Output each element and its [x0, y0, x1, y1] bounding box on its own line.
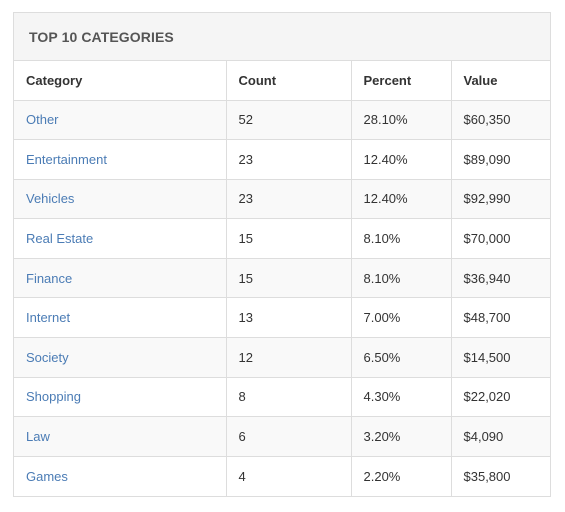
panel-title: TOP 10 CATEGORIES	[29, 28, 174, 45]
category-link[interactable]: Shopping	[26, 389, 81, 405]
category-link[interactable]: Internet	[26, 310, 71, 326]
category-link[interactable]: Games	[26, 468, 68, 484]
cell-category: Other	[14, 100, 227, 141]
top-categories-panel: TOP 10 CATEGORIES Category Count Percent…	[13, 12, 551, 497]
table-row: Shopping 8 4.30% $22,020	[14, 377, 550, 418]
categories-table: Category Count Percent Value Other 52 28.1…	[14, 61, 550, 496]
cell-category: Vehicles	[14, 179, 227, 220]
column-header-category: Category	[14, 61, 227, 101]
category-link[interactable]: Finance	[26, 270, 73, 286]
panel-heading: TOP 10 CATEGORIES	[14, 13, 550, 61]
cell-count: 13	[226, 297, 352, 339]
category-link[interactable]: Real Estate	[26, 231, 94, 247]
cell-count: 6	[226, 416, 352, 457]
cell-category: Real Estate	[14, 218, 227, 259]
cell-percent: 7.00%	[351, 297, 452, 339]
category-link[interactable]: Entertainment	[26, 151, 107, 167]
table-header: Category Count Percent Value	[14, 61, 550, 101]
cell-category: Society	[14, 337, 227, 378]
cell-count: 15	[226, 218, 352, 259]
cell-percent: 8.10%	[351, 218, 452, 259]
cell-percent: 8.10%	[351, 258, 452, 299]
table-row: Internet 13 7.00% $48,700	[14, 297, 550, 339]
cell-category: Law	[14, 416, 227, 457]
table-row: Entertainment 23 12.40% $89,090	[14, 139, 550, 180]
cell-count: 12	[226, 337, 352, 378]
table-row: Other 52 28.10% $60,350	[14, 100, 550, 141]
header-row: Category Count Percent Value	[14, 61, 550, 101]
cell-value: $36,940	[451, 258, 550, 299]
cell-value: $92,990	[451, 179, 550, 220]
cell-percent: 12.40%	[351, 179, 452, 220]
cell-value: $4,090	[451, 416, 550, 457]
cell-value: $89,090	[451, 139, 550, 180]
column-header-percent: Percent	[351, 61, 452, 101]
cell-category: Shopping	[14, 377, 227, 418]
table-row: Vehicles 23 12.40% $92,990	[14, 179, 550, 220]
cell-count: 23	[226, 179, 352, 220]
table-body: Other 52 28.10% $60,350 Entertainment 23 12.40…	[14, 100, 550, 496]
cell-value: $35,800	[463, 468, 511, 484]
cell-count: 15	[226, 258, 352, 299]
cell-count: 23	[226, 139, 352, 180]
column-header-value: Value	[451, 61, 550, 101]
category-link[interactable]: Other	[26, 112, 59, 128]
cell-category: Entertainment	[14, 139, 227, 180]
cell-category: Internet	[14, 297, 227, 339]
cell-category: Games	[14, 456, 227, 496]
cell-count: 8	[226, 377, 352, 418]
cell-count: 4	[226, 456, 352, 496]
cell-percent: 12.40%	[351, 139, 452, 180]
cell-percent: 4.30%	[351, 377, 452, 418]
cell-value: $48,700	[451, 297, 550, 339]
table-row: Finance 15 8.10% $36,940	[14, 258, 550, 299]
cell-percent: 2.20%	[351, 456, 452, 496]
table-row: Games 4 2.20% $35,800	[14, 456, 550, 496]
table-row: Law 6 3.20% $4,090	[14, 416, 550, 457]
category-link[interactable]: Society	[26, 349, 69, 365]
cell-count: 52	[226, 100, 352, 141]
category-link[interactable]: Vehicles	[26, 191, 75, 207]
cell-value: $60,350	[451, 100, 550, 141]
cell-value: $14,500	[451, 337, 550, 378]
table-row: Society 12 6.50% $14,500	[14, 337, 550, 378]
table-row: Real Estate 15 8.10% $70,000	[14, 218, 550, 259]
cell-value: $70,000	[451, 218, 550, 259]
cell-percent: 6.50%	[351, 337, 452, 378]
category-link[interactable]: Law	[26, 429, 50, 445]
cell-percent: 3.20%	[351, 416, 452, 457]
cell-percent: 28.10%	[351, 100, 452, 141]
column-header-count: Count	[226, 61, 352, 101]
cell-category: Finance	[14, 258, 227, 299]
cell-value: $22,020	[451, 377, 550, 418]
